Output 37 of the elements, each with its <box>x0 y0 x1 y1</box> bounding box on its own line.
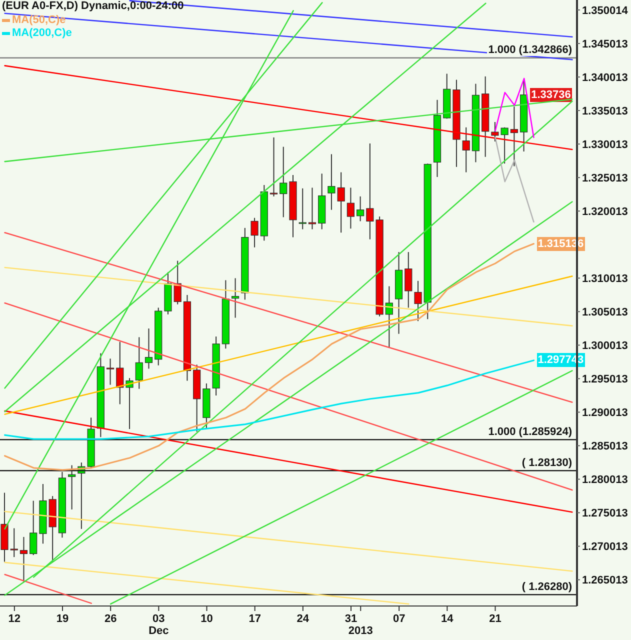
x-tick-label: 10 <box>200 613 213 625</box>
x-tick-label: 24 <box>296 613 310 625</box>
y-tick-label: 1.335013 <box>582 105 628 118</box>
y-tick-label: 1.270013 <box>582 541 628 554</box>
x-tick-label: 03 Dec <box>148 613 169 637</box>
chart-title: (EUR A0-FX,D) Dynamic,0:00-24:00 <box>2 0 184 12</box>
x-tick-label: 17 <box>248 613 261 625</box>
y-tick-label: 1.300013 <box>582 340 628 352</box>
y-tick-label: 1.290013 <box>582 407 628 420</box>
x-tick-label: 14 <box>441 613 454 625</box>
y-tick-label: 1.295013 <box>582 374 628 386</box>
x-tick-label: 26 <box>104 613 117 625</box>
ref-line-label: 1.000 (1.342866) <box>487 44 573 56</box>
y-tick-label: 1.350014 <box>582 4 629 17</box>
y-tick-label: 1.275013 <box>582 508 628 520</box>
y-tick-label: 1.345013 <box>582 38 628 50</box>
legend-label: MA(50,C)e <box>11 14 66 27</box>
y-tick-label: 1.280013 <box>582 474 628 486</box>
y-tick-label: 1.325013 <box>582 172 628 184</box>
y-tick-label: 1.330013 <box>582 138 628 151</box>
x-tick-label: 2013 <box>348 625 373 637</box>
x-tick-label: 31 <box>344 613 358 625</box>
ref-line-label: ( 1.28130) <box>520 456 573 469</box>
ref-line-label: 1.000 (1.285924) <box>487 426 573 438</box>
x-tick-label: 07 <box>392 613 406 625</box>
x-tick-label: 19 <box>56 613 69 625</box>
ref-line-label: ( 1.26280) <box>520 580 573 593</box>
y-tick-label: 1.310013 <box>582 273 628 286</box>
text: 1.33736 <box>531 88 571 101</box>
y-tick-label: 1.285013 <box>582 440 628 453</box>
y-tick-label: 1.320013 <box>582 206 628 218</box>
y-tick-label: 1.340013 <box>582 72 628 84</box>
y-tick-label: 1.305013 <box>582 306 628 319</box>
x-tick-label: 21 <box>489 613 502 625</box>
x-tick-label: 12 <box>8 613 21 625</box>
legend-label: MA(200,C)e <box>11 27 72 40</box>
y-tick-label: 1.265013 <box>582 574 628 587</box>
